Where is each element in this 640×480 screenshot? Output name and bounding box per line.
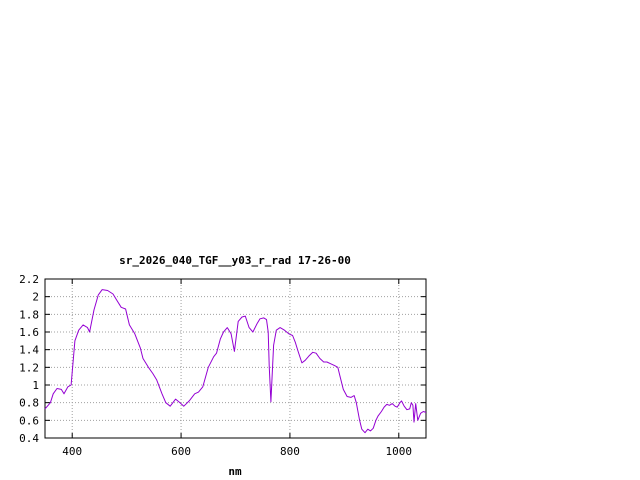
y-tick-label: 0.6 xyxy=(19,414,39,427)
y-tick-label: 2.2 xyxy=(19,273,39,286)
plot-frame xyxy=(44,278,427,439)
x-tick-label: 800 xyxy=(280,445,300,458)
y-tick-label: 1.4 xyxy=(19,344,39,357)
x-tick-label: 600 xyxy=(171,445,191,458)
x-axis-label: nm xyxy=(228,465,242,478)
y-tick-label: 1 xyxy=(32,379,39,392)
y-tick-label: 1.2 xyxy=(19,361,39,374)
series-line xyxy=(44,289,427,434)
x-tick-label: 1000 xyxy=(386,445,413,458)
grid xyxy=(45,278,426,439)
y-tick-label: 1.8 xyxy=(19,308,39,321)
ticks: 0.4 0.6 0.8 1 1.2 1.4 1.6 1.8 2 2.2 400 600 800 1000 xyxy=(19,273,426,458)
plot-border xyxy=(44,278,427,439)
y-tick-label: 1.6 xyxy=(19,326,39,339)
y-tick-label: 0.8 xyxy=(19,397,39,410)
y-tick-label: 0.4 xyxy=(19,432,39,445)
series xyxy=(44,289,427,434)
y-tick-label: 2 xyxy=(32,291,39,304)
chart-title: sr_2026_040_TGF__y03_r_rad 17-26-00 xyxy=(119,254,351,267)
x-tick-label: 400 xyxy=(62,445,82,458)
